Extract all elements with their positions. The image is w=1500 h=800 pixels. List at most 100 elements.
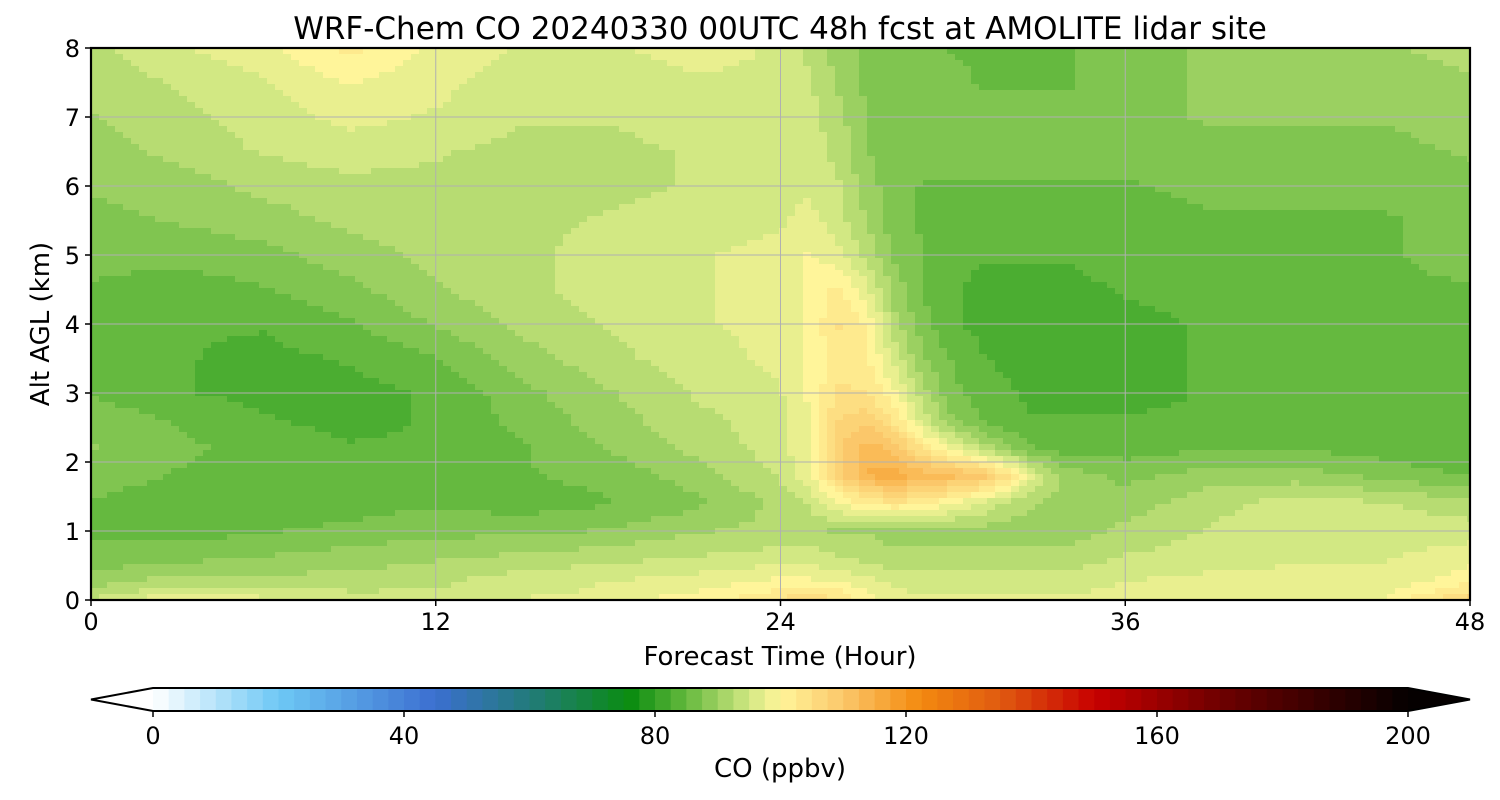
field-cell	[411, 384, 420, 391]
field-cell	[107, 582, 116, 589]
field-cell	[123, 90, 132, 97]
field-cell	[163, 534, 172, 541]
field-cell	[195, 84, 204, 91]
field-cell	[243, 78, 252, 85]
field-cell	[323, 180, 332, 187]
field-cell	[299, 216, 308, 223]
field-cell	[99, 534, 108, 541]
field-cell	[459, 174, 468, 181]
field-cell	[467, 174, 476, 181]
field-cell	[339, 198, 348, 205]
field-cell	[363, 102, 372, 109]
field-cell	[491, 120, 500, 127]
field-cell	[171, 564, 180, 571]
field-cell	[347, 318, 356, 325]
field-cell	[443, 306, 452, 313]
field-cell	[107, 162, 116, 169]
field-cell	[195, 144, 204, 151]
field-cell	[443, 174, 452, 181]
field-cell	[171, 102, 180, 109]
field-cell	[163, 408, 172, 415]
field-cell	[523, 60, 532, 67]
field-cell	[243, 66, 252, 73]
field-cell	[395, 552, 404, 559]
field-cell	[227, 66, 236, 73]
field-cell	[139, 480, 148, 487]
field-cell	[131, 84, 140, 91]
field-cell	[507, 210, 516, 217]
field-cell	[331, 546, 340, 553]
field-cell	[155, 420, 164, 427]
field-cell	[283, 462, 292, 469]
field-cell	[491, 450, 500, 457]
field-cell	[227, 570, 236, 577]
field-cell	[107, 144, 116, 151]
field-cell	[507, 246, 516, 253]
field-cell	[91, 366, 100, 373]
field-cell	[227, 474, 236, 481]
field-cell	[483, 162, 492, 169]
field-cell	[203, 558, 212, 565]
field-cell	[283, 276, 292, 283]
field-cell	[163, 492, 172, 499]
field-cell	[299, 378, 308, 385]
field-cell	[395, 540, 404, 547]
field-cell	[499, 60, 508, 67]
field-cell	[483, 522, 492, 529]
field-cell	[499, 594, 508, 600]
field-cell	[299, 162, 308, 169]
field-cell	[411, 90, 420, 97]
field-cell	[451, 258, 460, 265]
field-cell	[147, 480, 156, 487]
field-cell	[395, 102, 404, 109]
field-cell	[451, 480, 460, 487]
field-cell	[139, 462, 148, 469]
field-cell	[499, 588, 508, 595]
field-cell	[179, 54, 188, 61]
field-cell	[299, 102, 308, 109]
field-cell	[91, 576, 100, 583]
field-cell	[235, 558, 244, 565]
field-cell	[467, 570, 476, 577]
field-cell	[427, 498, 436, 505]
field-cell	[403, 96, 412, 103]
field-cell	[443, 162, 452, 169]
field-cell	[339, 504, 348, 511]
field-cell	[355, 156, 364, 163]
field-cell	[403, 330, 412, 337]
field-cell	[323, 474, 332, 481]
field-cell	[491, 66, 500, 73]
field-cell	[147, 372, 156, 379]
field-cell	[427, 192, 436, 199]
field-cell	[387, 450, 396, 457]
field-cell	[91, 444, 100, 451]
field-cell	[251, 522, 260, 529]
field-cell	[235, 240, 244, 247]
field-cell	[483, 186, 492, 193]
field-cell	[515, 378, 524, 385]
field-cell	[403, 258, 412, 265]
field-cell	[419, 270, 428, 277]
field-cell	[163, 156, 172, 163]
field-cell	[475, 570, 484, 577]
field-cell	[315, 84, 324, 91]
field-cell	[515, 150, 524, 157]
field-cell	[315, 282, 324, 289]
field-cell	[107, 462, 116, 469]
field-cell	[523, 144, 532, 151]
field-cell	[427, 552, 436, 559]
field-cell	[363, 78, 372, 85]
field-cell	[331, 486, 340, 493]
field-cell	[107, 384, 116, 391]
field-cell	[491, 348, 500, 355]
field-cell	[307, 432, 316, 439]
field-cell	[355, 552, 364, 559]
field-cell	[195, 90, 204, 97]
field-cell	[411, 534, 420, 541]
field-cell	[307, 54, 316, 61]
field-cell	[171, 270, 180, 277]
field-cell	[171, 132, 180, 139]
field-cell	[459, 342, 468, 349]
field-cell	[107, 486, 116, 493]
field-cell	[467, 312, 476, 319]
